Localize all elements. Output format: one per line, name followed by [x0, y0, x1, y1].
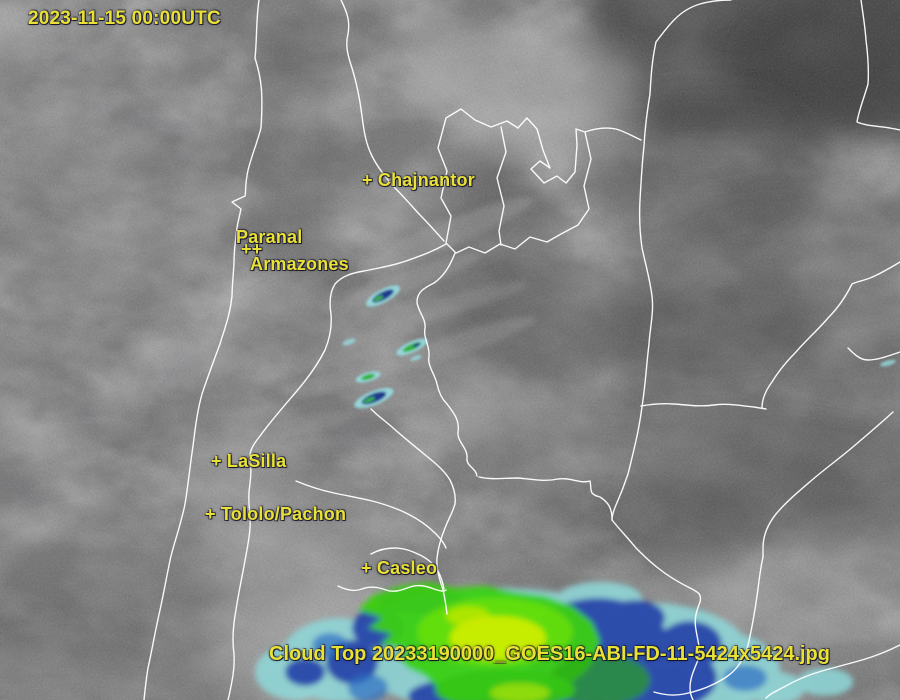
observatory-label-lasilla: + LaSilla: [211, 451, 287, 471]
observatory-label-paranal: Paranal: [236, 227, 303, 247]
observatory-markers-paranal-armazones: ++: [241, 239, 263, 259]
observatory-label-tololo-pachon: + Tololo/Pachon: [205, 504, 347, 524]
country-borders: [143, 0, 900, 700]
observatory-label-casleo: + Casleo: [361, 558, 438, 578]
coastline-border: [143, 0, 263, 700]
timestamp-label: 2023-11-15 00:00UTC: [28, 8, 221, 29]
observatory-label-armazones: Armazones: [250, 254, 349, 274]
storm-cloud-overlay: [255, 285, 896, 700]
small-convective-cells: [342, 285, 896, 409]
observatory-label-chajnantor: + Chajnantor: [362, 170, 475, 190]
image-filename-caption: Cloud Top 20233190000_GOES16-ABI-FD-11-5…: [269, 643, 830, 665]
